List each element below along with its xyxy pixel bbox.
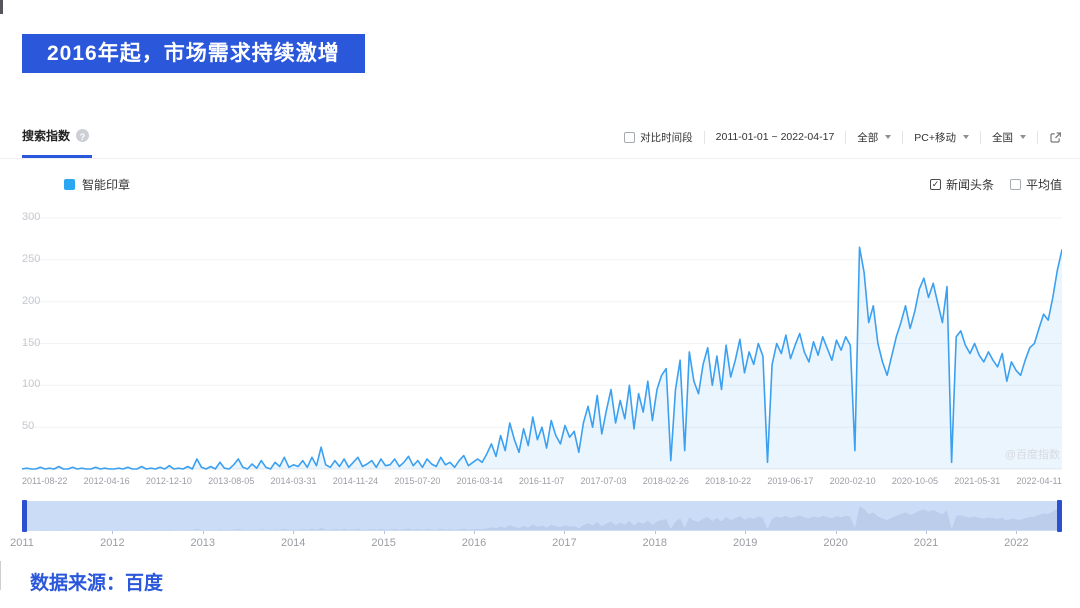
y-tick-label: 100 <box>22 378 41 391</box>
slider-tick <box>564 531 566 534</box>
year-label: 2012 <box>100 537 125 549</box>
year-label: 2018 <box>642 537 668 549</box>
external-link-icon[interactable] <box>1049 131 1062 144</box>
series-legend[interactable]: 智能印章 <box>64 176 130 193</box>
slider-tick <box>112 531 114 534</box>
x-tick-label: 2012-12-10 <box>145 476 192 486</box>
date-range-picker[interactable]: 2011-01-01 ~ 2022-04-17 <box>716 131 835 143</box>
x-axis-labels: 2011-08-22 2012-04-16 2012-12-10 2013-08-05… <box>22 476 1062 486</box>
dropdown-all[interactable]: 全部 <box>857 130 892 145</box>
slider-tick <box>1016 531 1018 534</box>
year-label: 2022 <box>1004 537 1029 549</box>
series-name: 智能印章 <box>82 178 131 192</box>
year-label: 2021 <box>913 537 939 549</box>
compare-period-checkbox[interactable]: 对比时间段 <box>624 130 693 145</box>
slide-edge-mark-top <box>0 0 3 14</box>
dropdown-region[interactable]: 全国 <box>992 130 1026 145</box>
x-tick-label: 2016-03-14 <box>456 476 503 486</box>
chevron-down-icon <box>1020 135 1026 139</box>
slider-year-labels: 2011 2012 2013 2014 2015 2016 2017 2018 2019 2020… <box>10 537 1062 551</box>
chevron-down-icon <box>885 135 892 139</box>
y-tick-label: 200 <box>22 294 41 307</box>
year-label: 2016 <box>461 537 487 549</box>
slider-tick <box>654 531 656 534</box>
slide-edge-mark-bottom <box>0 561 1 590</box>
year-label: 2011 <box>10 537 34 549</box>
slider-tick <box>835 531 837 534</box>
y-tick-label: 300 <box>22 211 41 223</box>
x-tick-label: 2021-05-31 <box>954 476 1001 486</box>
slider-handle-right[interactable] <box>1057 500 1062 532</box>
divider <box>1037 130 1038 144</box>
overlay-toggles: 新闻头条 平均值 <box>929 176 1062 193</box>
x-tick-label: 2011-08-22 <box>22 476 68 486</box>
tab-search-index[interactable]: 搜索指数 <box>22 129 71 143</box>
slider-tick <box>926 531 927 534</box>
divider <box>703 130 705 144</box>
x-tick-label: 2013-08-05 <box>208 476 255 486</box>
slider-handle-left[interactable] <box>22 500 27 532</box>
chevron-down-icon <box>963 135 969 139</box>
divider <box>845 130 847 144</box>
y-tick-label: 150 <box>22 336 41 349</box>
news-headlines-label: 新闻头条 <box>945 178 994 192</box>
x-tick-label: 2014-03-31 <box>270 476 317 486</box>
dropdown-all-label: 全部 <box>857 131 879 144</box>
slider-tick <box>293 531 295 534</box>
series-color-swatch <box>64 179 75 190</box>
x-tick-label: 2018-10-22 <box>705 476 752 486</box>
x-tick-label: 2014-11-24 <box>332 476 379 486</box>
search-index-chart[interactable] <box>22 200 1062 470</box>
y-tick-label: 50 <box>22 420 35 433</box>
x-tick-label: 2020-02-10 <box>829 476 876 486</box>
checkbox-icon[interactable] <box>929 179 941 190</box>
checkbox-icon[interactable] <box>1009 179 1021 190</box>
average-toggle[interactable]: 平均值 <box>1009 176 1062 193</box>
year-label: 2015 <box>371 537 396 549</box>
slider-tick <box>474 531 475 534</box>
year-label: 2020 <box>823 537 848 549</box>
x-tick-label: 2016-11-07 <box>518 476 565 486</box>
x-tick-label: 2017-07-03 <box>580 476 627 486</box>
average-label: 平均值 <box>1025 178 1062 192</box>
year-label: 2013 <box>190 537 216 549</box>
compare-period-label: 对比时间段 <box>640 131 693 144</box>
slider-tick <box>745 531 747 534</box>
year-label: 2017 <box>552 537 577 549</box>
slider-tick <box>383 531 385 534</box>
help-icon[interactable] <box>76 129 90 142</box>
dropdown-device-label: PC+移动 <box>914 131 956 144</box>
x-tick-label: 2019-06-17 <box>767 476 814 486</box>
x-tick-label: 2020-10-05 <box>891 476 938 486</box>
date-range-value: 2011-01-01 ~ 2022-04-17 <box>715 131 835 143</box>
dropdown-region-label: 全国 <box>992 131 1013 144</box>
watermark: @百度指数 <box>1004 449 1060 461</box>
page-title: 2016年起，市场需求持续激增 <box>22 34 365 73</box>
news-headlines-toggle[interactable]: 新闻头条 <box>929 176 994 193</box>
slider-tick <box>202 531 204 534</box>
divider <box>902 130 904 144</box>
header-divider <box>0 158 1080 159</box>
dropdown-device[interactable]: PC+移动 <box>914 130 969 145</box>
plot-area[interactable]: 50 100 150 200 250 300 <box>22 200 1062 470</box>
year-label: 2019 <box>732 537 758 549</box>
year-label: 2014 <box>280 537 306 549</box>
checkbox-icon[interactable] <box>624 131 636 143</box>
x-tick-label: 2015-07-20 <box>394 476 441 486</box>
x-tick-label: 2018-02-26 <box>642 476 689 486</box>
active-tab-underline <box>22 155 92 158</box>
y-tick-label: 250 <box>22 252 41 265</box>
chart-controls: 对比时间段 2011-01-01 ~ 2022-04-17 全部 PC+移动 全… <box>624 122 1062 152</box>
x-tick-label: 2022-04-11 <box>1016 476 1062 486</box>
x-tick-label: 2012-04-16 <box>83 476 130 486</box>
divider <box>980 130 981 144</box>
slider-minimap <box>22 506 1062 530</box>
timeline-slider[interactable] <box>22 500 1062 534</box>
data-source: 数据来源：百度 <box>30 573 164 594</box>
